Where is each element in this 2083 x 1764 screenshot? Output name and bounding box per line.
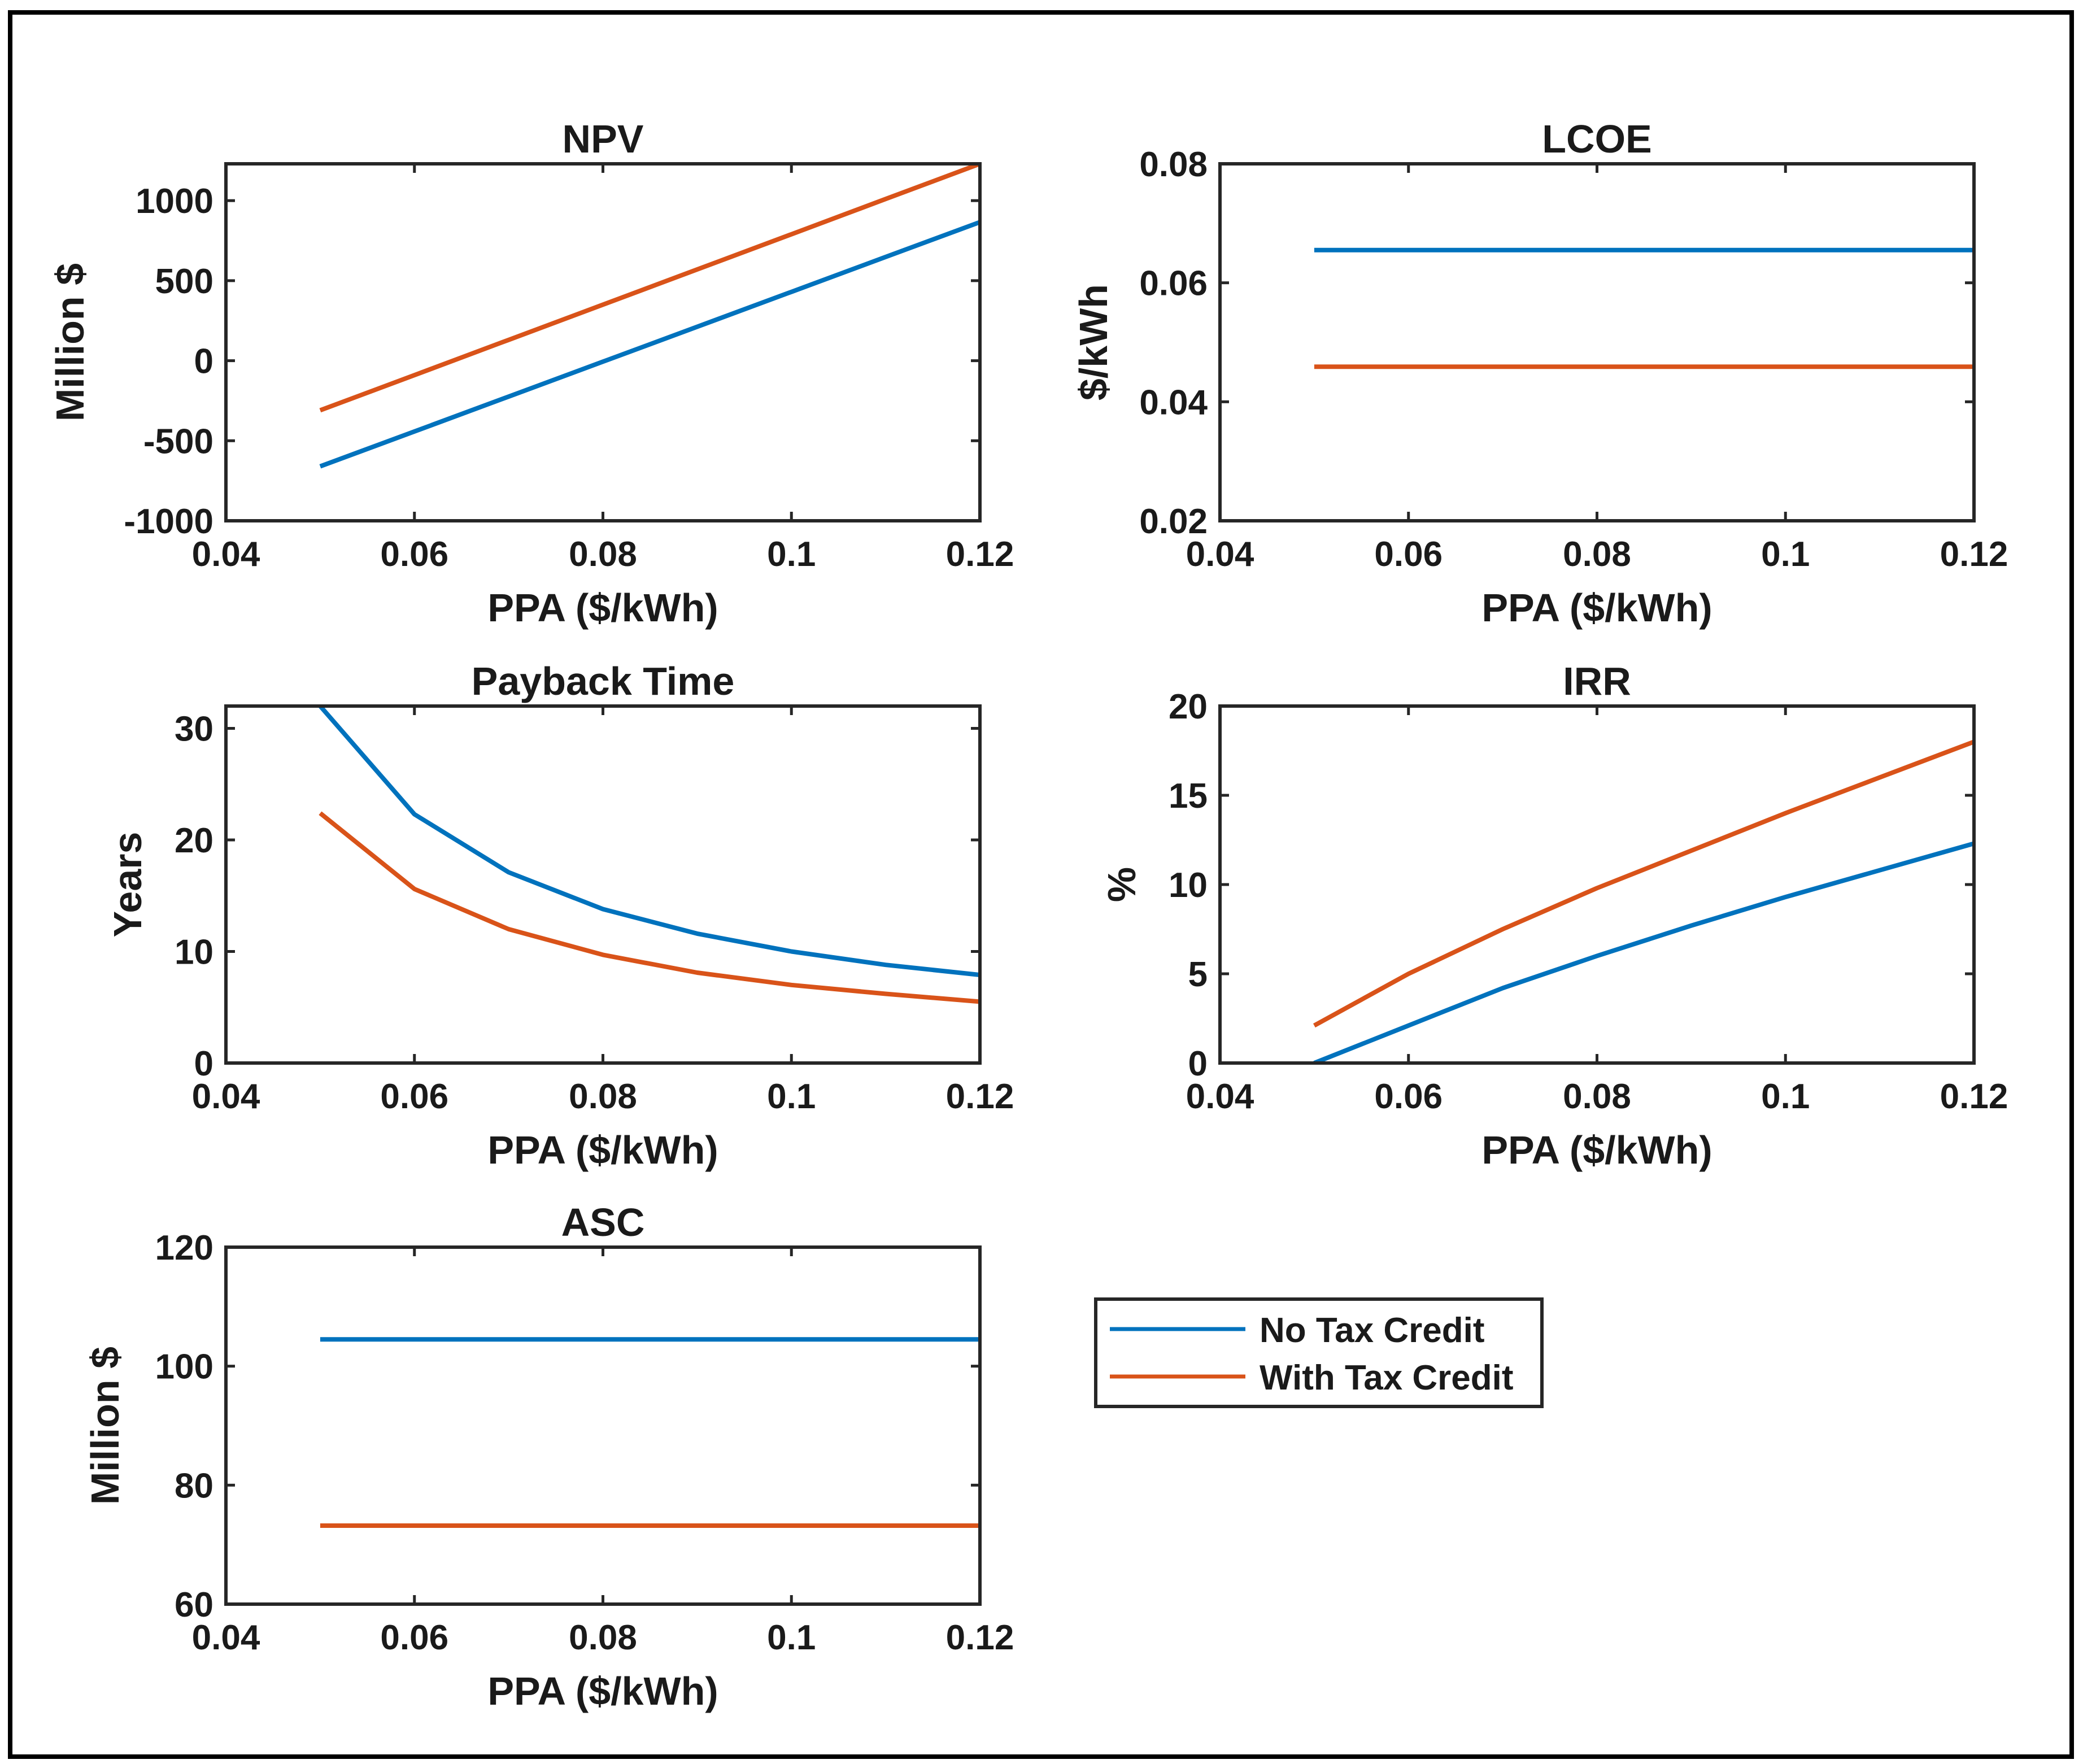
- x-tick-label: 0.08: [1563, 1077, 1631, 1116]
- y-tick-label: 20: [175, 821, 213, 860]
- x-axis-label: PPA ($/kWh): [487, 586, 718, 630]
- y-axis-label: $/kWh: [1071, 284, 1115, 400]
- y-tick-label: 500: [155, 262, 213, 301]
- y-axis-label: Years: [106, 832, 150, 938]
- panel-payback: 0.04 0.06 0.08 0.1 0.12 0 10 20 30 Payback Time PP…: [106, 659, 1014, 1172]
- x-tick-label: 0.04: [192, 535, 260, 574]
- legend-box: [1094, 1297, 1544, 1408]
- y-tick-label: -1000: [124, 502, 213, 541]
- x-tick-label: 0.12: [1940, 535, 2008, 574]
- series-line-no-tax-credit: [318, 706, 980, 977]
- y-tick-label: 0.02: [1139, 502, 1208, 541]
- series-line-with-tax-credit: [1313, 739, 1974, 1028]
- y-tick-label: 0.04: [1139, 383, 1208, 422]
- y-tick-label: 80: [175, 1466, 213, 1505]
- y-tick-label: 60: [175, 1586, 213, 1624]
- x-tick-label: 0.08: [1563, 535, 1631, 574]
- series-line-no-tax-credit: [319, 220, 980, 469]
- series-line-with-tax-credit: [319, 164, 980, 413]
- y-tick-label: 0: [194, 342, 213, 381]
- y-tick-label: 1000: [136, 182, 213, 221]
- y-tick-label: 120: [155, 1229, 213, 1268]
- panel-title: NPV: [563, 117, 644, 161]
- x-tick-label: 0.1: [767, 535, 816, 574]
- y-tick-label: 10: [1169, 866, 1208, 905]
- x-tick-label: 0.06: [380, 1077, 448, 1116]
- x-axis-label: PPA ($/kWh): [487, 1669, 718, 1713]
- y-tick-label: 0.06: [1139, 264, 1208, 303]
- panel-npv: 0.04 0.06 0.08 0.1 0.12 -1000 -500 0 500 1000 NPV P…: [48, 117, 1014, 630]
- x-axis-label: PPA ($/kWh): [1481, 586, 1712, 630]
- x-tick-label: 0.1: [1761, 1077, 1810, 1116]
- legend-label-with-tax-credit: With Tax Credit: [1260, 1358, 1514, 1397]
- y-tick-label: 5: [1188, 955, 1208, 994]
- x-tick-label: 0.1: [1761, 535, 1810, 574]
- panel-title: Payback Time: [472, 659, 735, 703]
- legend-label-no-tax-credit: No Tax Credit: [1260, 1311, 1484, 1350]
- x-tick-label: 0.06: [1374, 535, 1443, 574]
- x-tick-label: 0.04: [192, 1618, 260, 1657]
- y-axis-label: Million $: [83, 1347, 127, 1505]
- x-tick-label: 0.08: [569, 1077, 637, 1116]
- x-tick-label: 0.12: [1940, 1077, 2008, 1116]
- y-axis-label: %: [1100, 867, 1144, 902]
- outer-frame: [8, 10, 2074, 1759]
- x-axis-label: PPA ($/kWh): [1481, 1128, 1712, 1172]
- x-tick-label: 0.12: [946, 1618, 1014, 1657]
- panel-lcoe: 0.04 0.06 0.08 0.1 0.120.020.040.060.08LCOEP…: [1071, 117, 2008, 630]
- x-tick-label: 0.06: [380, 1618, 448, 1657]
- panel-title: LCOE: [1542, 117, 1651, 161]
- x-tick-label: 0.04: [192, 1077, 260, 1116]
- y-tick-label: 30: [175, 710, 213, 749]
- x-tick-label: 0.1: [767, 1618, 816, 1657]
- series-line-no-tax-credit: [1313, 841, 1974, 1063]
- x-tick-label: 0.08: [569, 1618, 637, 1657]
- x-axis-label: PPA ($/kWh): [487, 1128, 718, 1172]
- y-axis-label: Million $: [48, 263, 92, 421]
- x-tick-label: 0.12: [946, 1077, 1014, 1116]
- panel-irr: 0.04 0.06 0.08 0.1 0.12 0 5 10 15 20 IRR PPA ($/kWh…: [1100, 659, 2008, 1172]
- y-tick-label: 100: [155, 1348, 213, 1387]
- x-tick-label: 0.04: [1186, 1077, 1254, 1116]
- x-tick-label: 0.04: [1186, 535, 1254, 574]
- x-tick-label: 0.06: [380, 535, 448, 574]
- y-tick-label: 0: [194, 1044, 213, 1083]
- x-tick-label: 0.08: [569, 535, 637, 574]
- panel-title: IRR: [1563, 659, 1631, 703]
- x-tick-label: 0.06: [1374, 1077, 1443, 1116]
- legend: No Tax Credit With Tax Credit: [1094, 1297, 1544, 1408]
- y-tick-label: 20: [1169, 687, 1208, 726]
- y-tick-label: 10: [175, 933, 213, 972]
- x-tick-label: 0.1: [767, 1077, 816, 1116]
- series-line-with-tax-credit: [319, 811, 980, 1004]
- panel-title: ASC: [561, 1200, 645, 1244]
- x-tick-label: 0.12: [946, 535, 1014, 574]
- y-tick-label: 15: [1169, 777, 1208, 816]
- panel-asc: 0.04 0.06 0.08 0.1 0.12 60 80 100 120 ASC PPA ($/k…: [83, 1200, 1014, 1713]
- y-tick-label: 0.08: [1139, 145, 1208, 184]
- y-tick-label: 0: [1188, 1044, 1208, 1083]
- y-tick-label: -500: [143, 422, 213, 461]
